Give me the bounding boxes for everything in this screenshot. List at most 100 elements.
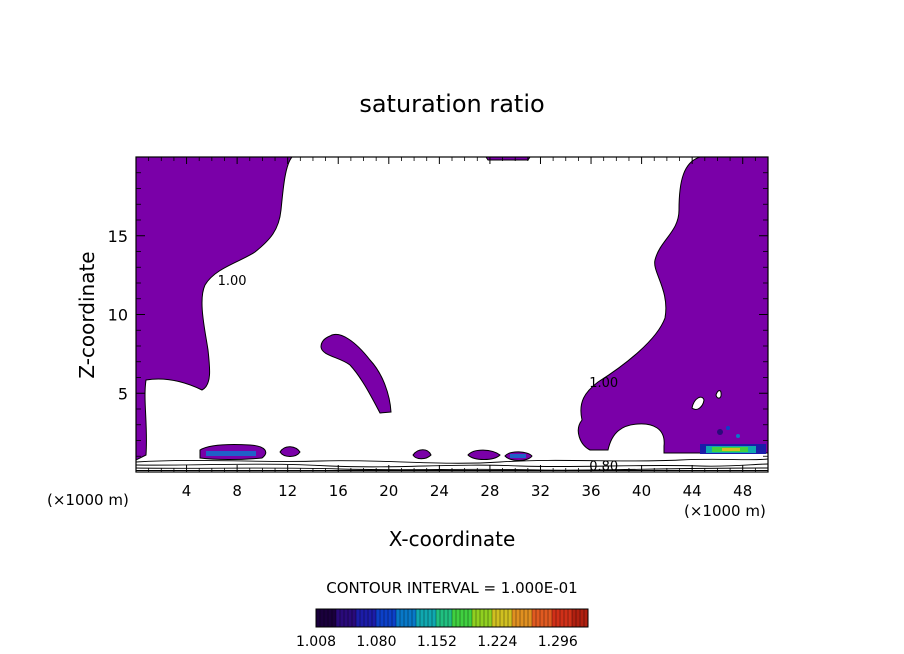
y-axis-ticks: 5 10 15 bbox=[108, 172, 768, 457]
x-unit-right: (×1000 m) bbox=[684, 502, 766, 520]
x-axis-label: X-coordinate bbox=[389, 527, 516, 551]
colorbar-swatch bbox=[320, 609, 324, 627]
colorbar-swatch bbox=[412, 609, 416, 627]
x-tick-label: 24 bbox=[430, 482, 449, 500]
colorbar-swatch bbox=[468, 609, 472, 627]
colorbar-swatch bbox=[552, 609, 556, 627]
colorbar-labels: 1.008 1.080 1.152 1.224 1.296 bbox=[296, 634, 578, 650]
colorbar-swatch bbox=[416, 609, 420, 627]
colorbar-swatch bbox=[400, 609, 404, 627]
low-blob-1-core bbox=[206, 451, 256, 456]
contour-label: 1.00 bbox=[218, 274, 247, 289]
right-hole-a bbox=[691, 396, 705, 410]
colorbar-swatch bbox=[504, 609, 508, 627]
colorbar-tick-label: 1.152 bbox=[417, 634, 457, 650]
x-tick-label: 16 bbox=[329, 482, 348, 500]
x-tick-label: 20 bbox=[379, 482, 398, 500]
low-blob-2 bbox=[279, 446, 301, 457]
x-tick-label: 8 bbox=[232, 482, 242, 500]
x-tick-label: 48 bbox=[733, 482, 752, 500]
colorbar-swatch bbox=[432, 609, 436, 627]
contour-label: 0.80 bbox=[589, 460, 618, 475]
y-tick-label: 5 bbox=[118, 384, 128, 403]
colorbar-swatch bbox=[540, 609, 544, 627]
colorbar-swatch bbox=[324, 609, 328, 627]
colorbar-swatch bbox=[560, 609, 564, 627]
y-tick-label: 10 bbox=[108, 306, 128, 325]
right-hole-b bbox=[715, 390, 722, 399]
colorbar-swatch bbox=[520, 609, 524, 627]
colorbar-swatch bbox=[356, 609, 360, 627]
colorbar-swatch bbox=[352, 609, 356, 627]
colorbar-swatch bbox=[440, 609, 444, 627]
colorbar-swatch bbox=[360, 609, 364, 627]
colorbar-swatch bbox=[368, 609, 372, 627]
colorbar-swatch bbox=[328, 609, 332, 627]
contour-interval-text: CONTOUR INTERVAL = 1.000E-01 bbox=[326, 579, 577, 597]
y-tick-label: 15 bbox=[108, 227, 128, 246]
colorbar-swatch bbox=[372, 609, 376, 627]
region-left-upper bbox=[136, 157, 293, 461]
colorbar-swatch bbox=[548, 609, 552, 627]
colorbar-swatch bbox=[556, 609, 560, 627]
colorbar-swatch bbox=[380, 609, 384, 627]
colorbar-tick-label: 1.008 bbox=[296, 634, 336, 650]
colorbar-swatch bbox=[392, 609, 396, 627]
x-unit-left: (×1000 m) bbox=[47, 491, 129, 509]
x-tick-label: 40 bbox=[632, 482, 651, 500]
colorbar-swatch bbox=[584, 609, 588, 627]
colorbar-swatch bbox=[336, 609, 340, 627]
low-blob-3 bbox=[412, 449, 432, 460]
colorbar-swatch bbox=[348, 609, 352, 627]
x-axis-ticks: 4 8 12 16 20 24 28 32 36 40 44 48 bbox=[148, 157, 756, 500]
colorbar-swatch bbox=[488, 609, 492, 627]
colorbar-swatch bbox=[508, 609, 512, 627]
colorbar-swatch bbox=[344, 609, 348, 627]
colorbar-swatch bbox=[512, 609, 516, 627]
colorbar-swatch bbox=[448, 609, 452, 627]
colorbar-swatch bbox=[476, 609, 480, 627]
colorbar-swatch bbox=[580, 609, 584, 627]
x-tick-label: 12 bbox=[278, 482, 297, 500]
colorbar-frame bbox=[315, 608, 589, 628]
region-mid-blob bbox=[320, 334, 392, 414]
colorbar-swatch bbox=[564, 609, 568, 627]
colorbar-swatch bbox=[332, 609, 336, 627]
colorbar-swatch bbox=[404, 609, 408, 627]
colorbar-swatch bbox=[464, 609, 468, 627]
colorbar-swatch bbox=[532, 609, 536, 627]
x-tick-label: 4 bbox=[182, 482, 192, 500]
colorbar-swatch bbox=[452, 609, 456, 627]
colorbar-swatch bbox=[484, 609, 488, 627]
chart-title: saturation ratio bbox=[359, 90, 544, 118]
colorbar-swatch bbox=[568, 609, 572, 627]
colorbar-swatch bbox=[436, 609, 440, 627]
y-axis-label: Z-coordinate bbox=[75, 251, 99, 378]
colorbar-swatch bbox=[516, 609, 520, 627]
colorbar-swatch bbox=[572, 609, 576, 627]
low-blob-5-core bbox=[510, 454, 526, 458]
low-blob-4 bbox=[467, 449, 501, 460]
colorbar-tick-label: 1.224 bbox=[477, 634, 517, 650]
high-saturation-patch bbox=[700, 426, 766, 454]
colorbar-swatch bbox=[424, 609, 428, 627]
colorbar-swatch bbox=[456, 609, 460, 627]
x-tick-label: 36 bbox=[581, 482, 600, 500]
colorbar-swatch bbox=[376, 609, 380, 627]
low-level-contours bbox=[136, 458, 768, 471]
colorbar-swatch bbox=[528, 609, 532, 627]
contour-labels: 1.00 1.00 0.80 bbox=[218, 274, 619, 475]
colorbar-swatch bbox=[524, 609, 528, 627]
colorbar-tick-label: 1.296 bbox=[538, 634, 578, 650]
colorbar-swatch bbox=[472, 609, 476, 627]
colorbar-swatch bbox=[460, 609, 464, 627]
plot-area bbox=[136, 157, 768, 471]
colorbar-swatch bbox=[444, 609, 448, 627]
colorbar bbox=[315, 609, 588, 627]
colorbar-swatch bbox=[340, 609, 344, 627]
colorbar-swatch bbox=[544, 609, 548, 627]
colorbar-swatch bbox=[576, 609, 580, 627]
colorbar-swatch bbox=[480, 609, 484, 627]
colorbar-swatch bbox=[428, 609, 432, 627]
